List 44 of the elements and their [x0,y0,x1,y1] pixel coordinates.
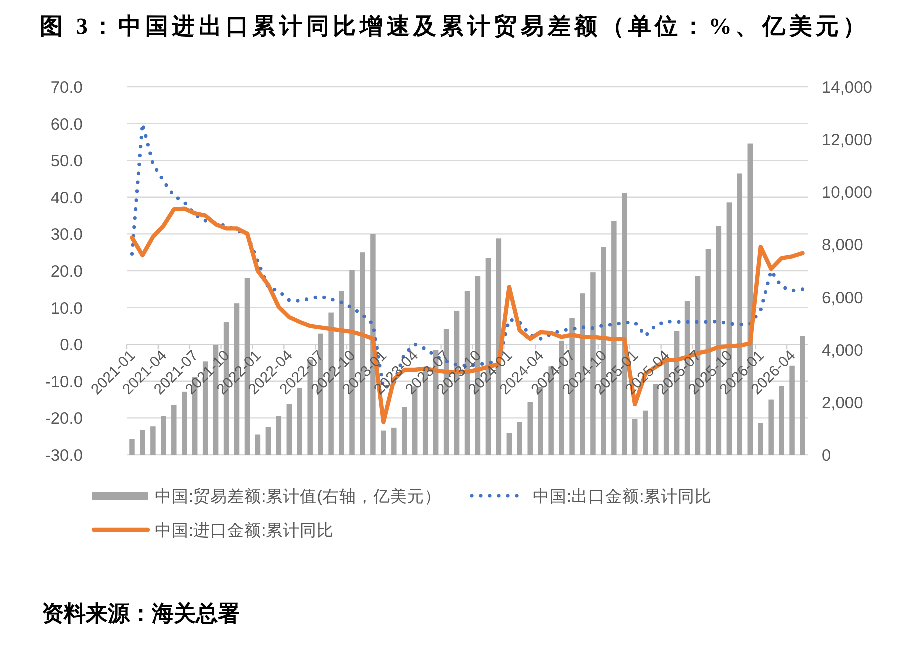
bar [266,427,272,455]
bar [255,434,261,455]
y2-tick-label: 8,000 [822,236,864,255]
bar [161,416,166,455]
bar [276,416,282,455]
y2-tick-label: 10,000 [822,184,872,202]
legend-label: 中国:贸易差额:累计值(右轴，亿美元） [155,487,442,506]
y-tick-label: 20.0 [50,263,83,281]
y2-tick-label: 14,000 [822,79,872,97]
y2-tick-label: 0 [822,447,832,465]
y-tick-label: 0.0 [60,336,83,355]
y-tick-label: 10.0 [50,300,83,318]
y-tick-label: 50.0 [50,152,83,171]
bar [642,410,648,455]
y-tick-label: -30.0 [45,447,83,465]
y-tick-label: -20.0 [45,410,83,428]
bar [758,423,764,455]
bar [528,402,533,455]
text: 资料来源：海关总署 [42,601,240,626]
chart-title: 图 3：中国进出口累计同比增速及累计贸易差额（单位：%、亿美元） [40,13,866,39]
bar [172,405,177,455]
y2-tick-label: 12,000 [822,132,872,150]
bar [286,404,292,455]
y2-tick-label: 4,000 [822,342,864,360]
bar [150,426,156,455]
bar [517,422,523,455]
bar [800,336,806,455]
y-tick-label: 30.0 [50,226,83,244]
y2-tick-label: 2,000 [822,394,864,412]
bar [632,418,638,455]
bar [768,400,774,455]
y2-tick-label: 6,000 [822,289,864,308]
y-tick-label: 70.0 [50,79,83,97]
y-tick-label: 60.0 [50,116,83,134]
y-tick-label: -10.0 [45,373,83,392]
y-tick-label: 40.0 [50,189,83,208]
bar [392,428,397,455]
bar [140,430,146,455]
bar [402,407,408,455]
bar [130,439,135,455]
bar [506,433,512,455]
legend-label: 中国:出口金额:累计同比 [533,487,712,506]
legend-label: 中国:进口金额:累计同比 [155,521,334,540]
bar [381,430,386,455]
